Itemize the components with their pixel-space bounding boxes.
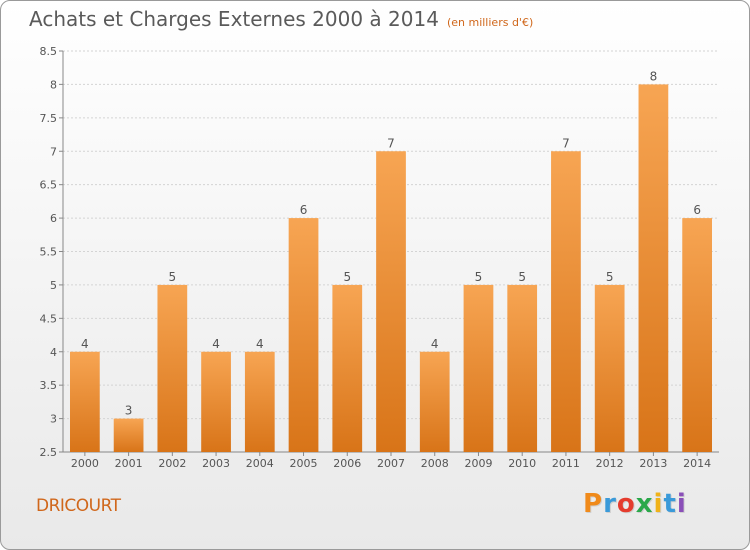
x-tick-label: 2001 — [115, 457, 143, 470]
data-label: 5 — [475, 270, 483, 284]
bar-2013 — [638, 84, 669, 453]
y-tick-label: 4.5 — [40, 312, 58, 325]
logo-letter: r — [603, 489, 617, 519]
x-tick-label: 2007 — [377, 457, 405, 470]
logo-letter: i — [676, 489, 687, 519]
data-label: 4 — [431, 337, 439, 351]
y-tick-label: 5.5 — [40, 246, 58, 259]
logo-letter: P — [583, 489, 604, 519]
y-tick-label: 3.5 — [40, 379, 58, 392]
data-label: 4 — [81, 337, 89, 351]
data-label: 8 — [650, 69, 658, 83]
data-label: 7 — [387, 136, 395, 150]
data-label: 7 — [562, 136, 570, 150]
data-label: 5 — [606, 270, 614, 284]
y-tick-label: 6 — [50, 212, 57, 225]
bar-2004 — [244, 351, 275, 452]
data-label: 4 — [212, 337, 220, 351]
chart-unit: (en milliers d'€) — [446, 16, 534, 29]
y-tick-label: 7 — [50, 145, 57, 158]
y-tick-label: 4 — [50, 346, 57, 359]
x-tick-label: 2005 — [290, 457, 318, 470]
y-tick-label: 8.5 — [40, 45, 58, 58]
y-tick-label: 7.5 — [40, 112, 58, 125]
y-tick-label: 5 — [50, 279, 57, 292]
bar-2008 — [419, 351, 450, 452]
data-label: 4 — [256, 337, 264, 351]
x-tick-label: 2000 — [71, 457, 99, 470]
bar-2002 — [157, 284, 188, 452]
y-tick-label: 3 — [50, 413, 57, 426]
data-label: 5 — [169, 270, 177, 284]
logo-letter: t — [663, 489, 677, 519]
chart-title: Achats et Charges Externes 2000 à 2014 (e… — [29, 7, 533, 31]
bar-2005 — [288, 218, 319, 452]
data-label: 5 — [343, 270, 351, 284]
data-label: 3 — [125, 404, 133, 418]
data-label: 5 — [518, 270, 526, 284]
x-tick-label: 2012 — [596, 457, 624, 470]
bar-2011 — [551, 151, 581, 452]
x-tick-label: 2010 — [508, 457, 536, 470]
x-tick-label: 2006 — [333, 457, 361, 470]
logo-letter: i — [653, 489, 664, 519]
y-tick-label: 8 — [50, 78, 57, 91]
x-tick-label: 2013 — [639, 457, 667, 470]
bar-2009 — [463, 284, 494, 452]
x-tick-label: 2002 — [158, 457, 186, 470]
bar-2010 — [507, 284, 538, 452]
proxiti-logo[interactable]: Proxiti — [583, 489, 687, 519]
chart-title-text: Achats et Charges Externes 2000 à 2014 — [29, 7, 439, 31]
bar-2000 — [69, 351, 100, 452]
bar-2014 — [682, 218, 713, 452]
x-tick-label: 2011 — [552, 457, 580, 470]
bar-2007 — [376, 151, 406, 452]
x-tick-label: 2009 — [464, 457, 492, 470]
y-tick-label: 2.5 — [40, 446, 58, 459]
x-tick-label: 2003 — [202, 457, 230, 470]
y-tick-label: 6.5 — [40, 179, 58, 192]
x-tick-label: 2004 — [246, 457, 274, 470]
bar-2006 — [332, 284, 363, 452]
data-label: 6 — [300, 203, 308, 217]
bar-2001 — [113, 418, 144, 452]
x-tick-label: 2008 — [421, 457, 449, 470]
data-label: 6 — [693, 203, 701, 217]
bar-2003 — [201, 351, 231, 452]
bar-2012 — [594, 284, 625, 452]
logo-letter: o — [616, 489, 636, 519]
logo-letter: x — [635, 489, 654, 519]
city-name: DRICOURT — [36, 496, 121, 516]
x-tick-label: 2014 — [683, 457, 711, 470]
